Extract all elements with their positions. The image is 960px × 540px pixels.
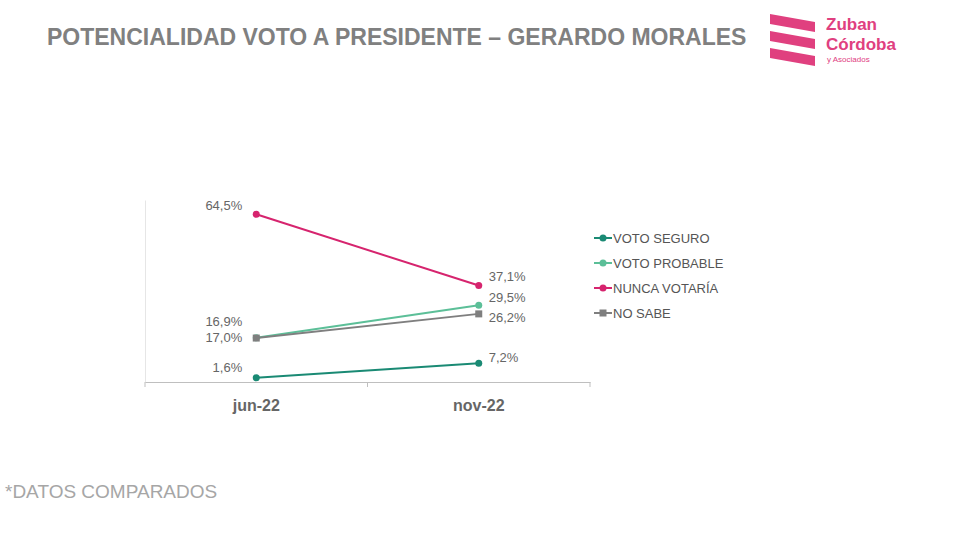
series-marker — [475, 282, 482, 289]
legend-label: NO SABE — [613, 306, 671, 321]
logo-text: Córdoba — [826, 35, 896, 54]
logo-text: Zuban — [826, 15, 877, 34]
logo-text: y Asociados — [827, 55, 870, 64]
legend-marker — [600, 285, 607, 292]
y-axis — [145, 201, 146, 383]
series-line — [256, 363, 479, 378]
series-marker — [253, 335, 260, 342]
legend: VOTO SEGURO VOTO PROBABLE NUNCA VOTARÍA NO … — [594, 231, 724, 321]
series-marker — [253, 334, 260, 341]
data-label: 29,5% — [489, 290, 526, 305]
data-label: 26,2% — [489, 310, 526, 325]
chart-root: POTENCIALIDAD VOTO A PRESIDENTE – GERARD… — [0, 0, 960, 540]
x-axis: jun-22 nov-22 — [146, 382, 591, 414]
data-label: 17,0% — [205, 330, 242, 345]
series-marker — [475, 310, 482, 317]
axis-divider — [145, 382, 146, 387]
series-marker — [475, 360, 482, 367]
data-label: 37,1% — [489, 269, 526, 284]
title: POTENCIALIDAD VOTO A PRESIDENTE – GERARD… — [47, 24, 746, 50]
legend-marker — [600, 310, 607, 317]
data-label: 16,9% — [205, 314, 242, 329]
series-marker — [253, 211, 260, 218]
logo-stripe — [770, 48, 815, 66]
x-tick: jun-22 — [232, 382, 280, 414]
data-label: 1,6% — [213, 360, 243, 375]
logo-stripe — [770, 31, 815, 49]
footnote: *DATOS COMPARADOS — [5, 481, 217, 502]
plot-area — [253, 211, 483, 382]
x-tick-label: jun-22 — [232, 397, 280, 414]
legend-label: NUNCA VOTARÍA — [613, 281, 719, 296]
x-tick: nov-22 — [453, 382, 505, 414]
series-line — [256, 214, 479, 285]
data-labels: 1,6% 7,2% 17,0% 29,5% 64,5% 37,1% 16,9% 26,2% — [205, 198, 526, 375]
series-line — [256, 305, 479, 338]
logo: ZubanCórdobay Asociados — [770, 14, 896, 66]
y-axis-line — [145, 201, 146, 383]
legend-marker — [600, 260, 607, 267]
data-label: 64,5% — [205, 198, 242, 213]
axis-divider — [590, 382, 591, 387]
x-tick-label: nov-22 — [453, 397, 505, 414]
axis-divider — [367, 382, 368, 387]
legend-label: VOTO SEGURO — [613, 231, 710, 246]
legend-marker — [600, 235, 607, 242]
series-line — [256, 314, 479, 338]
legend-label: VOTO PROBABLE — [613, 256, 724, 271]
series-marker — [253, 374, 260, 381]
series-marker — [475, 302, 482, 309]
data-label: 7,2% — [489, 350, 519, 365]
logo-stripe — [770, 14, 815, 32]
